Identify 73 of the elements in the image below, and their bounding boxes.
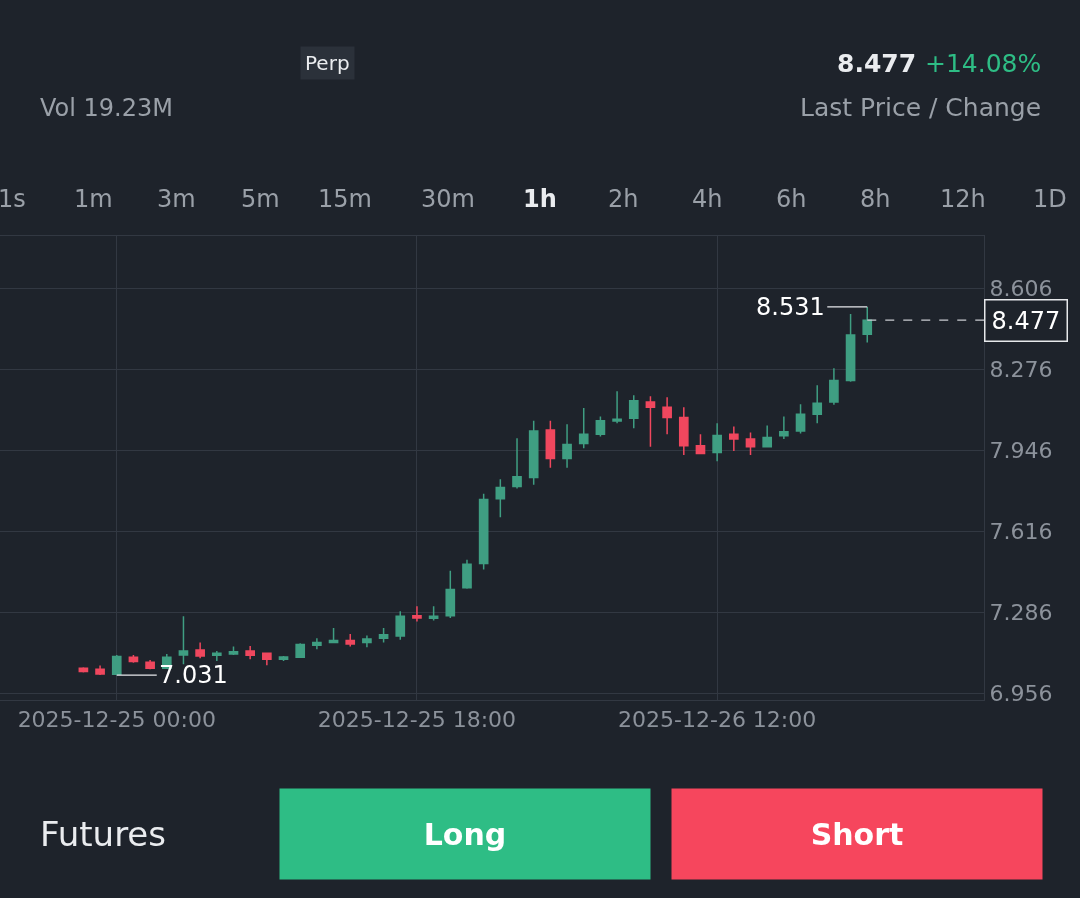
y-tick-label: 7.946 [989, 438, 1053, 464]
candlestick [528, 420, 539, 486]
x-tick-label: 2025-12-26 12:00 [618, 707, 817, 733]
candlestick [512, 437, 522, 490]
candlestick [662, 396, 672, 436]
candlestick [678, 406, 689, 456]
text: 3m [157, 185, 196, 213]
candlestick [645, 395, 656, 448]
candlestick [345, 633, 356, 648]
candlestick [245, 645, 256, 660]
text: 4h [692, 185, 723, 213]
text: 1h [523, 185, 557, 213]
annotation: 7.031 [159, 661, 228, 689]
text: Long [423, 816, 507, 852]
candlestick [378, 627, 389, 644]
y-tick-label: 6.956 [989, 681, 1053, 707]
text: Short [810, 816, 904, 852]
text: 1m [74, 185, 113, 213]
text: 12h [940, 185, 986, 213]
candlestick [412, 605, 422, 623]
text: 2h [608, 185, 639, 213]
text: Perp [305, 51, 350, 75]
ref-line-label: 8.477 [991, 306, 1061, 335]
candlestick [95, 664, 105, 676]
candlestick [545, 420, 556, 469]
text: 5m [241, 185, 280, 213]
x-tick-label: 2025-12-25 18:00 [317, 707, 517, 733]
candlestick [779, 415, 789, 440]
candlestick [829, 367, 839, 406]
candlestick [362, 634, 372, 648]
candlestick [262, 652, 272, 666]
candlestick [745, 431, 756, 456]
candlestick [312, 637, 322, 650]
text: 8h [860, 185, 891, 213]
candlestick [478, 493, 489, 571]
candlestick [462, 559, 472, 590]
candlestick [612, 390, 622, 425]
text: 1D [1033, 185, 1067, 213]
text: 30m [421, 185, 475, 213]
candlestick [195, 641, 205, 660]
candlestick [845, 313, 856, 383]
candlestick [862, 306, 873, 344]
candlestick [211, 650, 222, 662]
y-tick-label: 7.616 [989, 519, 1053, 545]
annotation: 8.531 [756, 293, 825, 321]
candlestick [712, 422, 722, 462]
candlestick [178, 615, 189, 665]
text: Vol 19.23M [40, 94, 173, 122]
text: 8.477 [837, 49, 917, 78]
candlestick [145, 659, 155, 671]
candlestick [728, 425, 739, 452]
text: Last Price / Change [800, 93, 1042, 122]
text: 6h [776, 185, 807, 213]
candlestick [111, 654, 122, 676]
candlestick [295, 642, 306, 659]
y-tick-label: 7.286 [989, 600, 1053, 626]
text: +14.08% [925, 49, 1042, 78]
candlestick [578, 407, 589, 450]
text: 15m [318, 185, 372, 213]
y-tick-label: 8.276 [989, 357, 1053, 383]
candlestick [628, 394, 639, 429]
candlestick [595, 415, 606, 438]
candlestick [562, 423, 572, 469]
x-tick-label: 2025-12-25 00:00 [17, 707, 216, 733]
candlestick [812, 384, 823, 425]
text: 1s [0, 185, 26, 213]
y-tick-label: 8.606 [989, 276, 1053, 302]
candlestick [395, 610, 406, 641]
text: Futures [40, 814, 166, 854]
candlestick [445, 570, 456, 619]
candlestick [762, 424, 773, 449]
candlestick [495, 478, 506, 519]
candlestick [795, 403, 806, 435]
